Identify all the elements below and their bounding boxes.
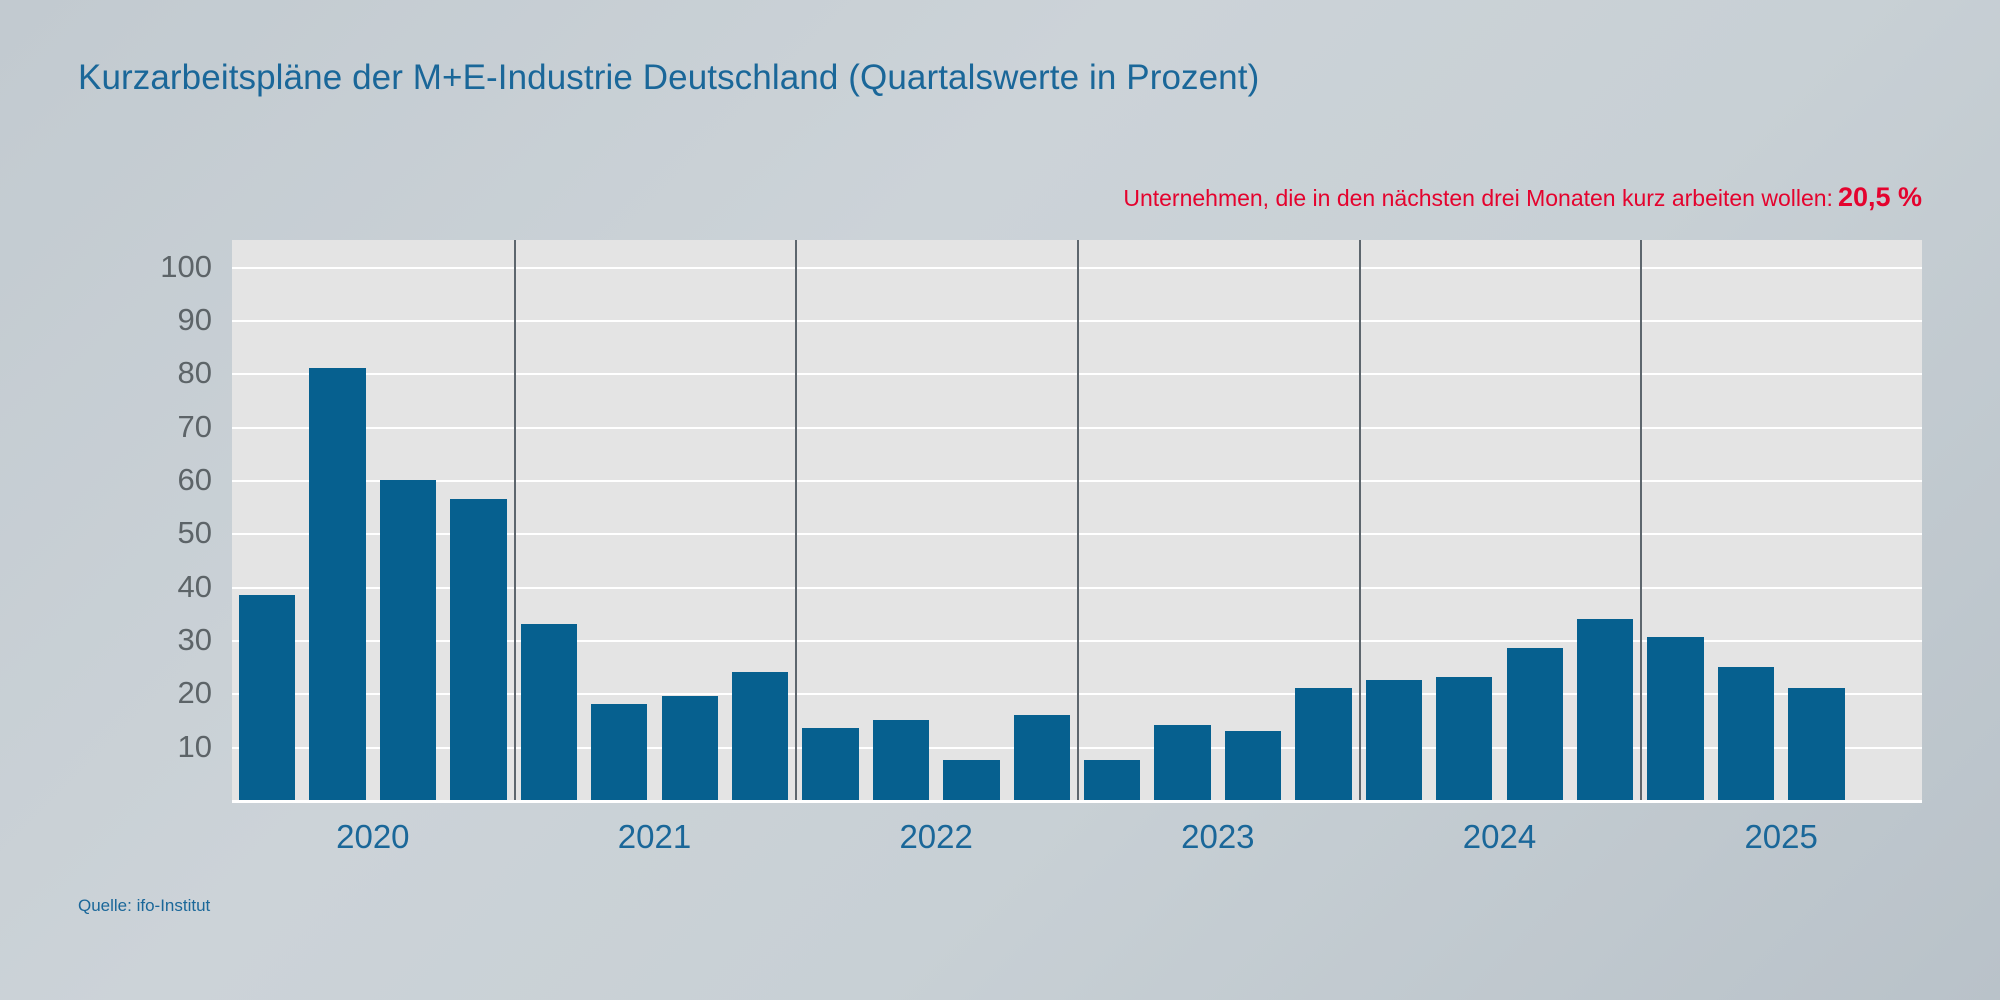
bar <box>239 594 296 800</box>
bar <box>661 696 718 800</box>
y-axis-tick-label: 30 <box>177 622 212 657</box>
bar <box>591 704 648 800</box>
bar <box>1013 714 1070 800</box>
page-title: Kurzarbeitspläne der M+E-Industrie Deuts… <box>78 58 1260 97</box>
bar <box>872 720 930 800</box>
year-separator <box>513 240 516 800</box>
year-separator <box>1640 240 1643 800</box>
bar <box>1788 688 1845 800</box>
x-axis-year-label: 2023 <box>1181 818 1255 855</box>
y-axis-tick-label: 100 <box>160 248 212 284</box>
bar <box>520 624 578 800</box>
y-axis-tick-label: 80 <box>177 355 212 391</box>
year-separator <box>1358 240 1361 800</box>
bar <box>379 480 437 800</box>
annotation-callout: Unternehmen, die in den nächsten drei Mo… <box>1123 182 1922 213</box>
y-axis-tick-label: 60 <box>177 462 212 497</box>
y-axis-tick-label: 90 <box>177 302 212 337</box>
year-separator <box>795 240 798 800</box>
y-axis: 10 20 30 40 50 60 70 80 90 100 <box>100 240 212 800</box>
bar <box>1717 666 1775 800</box>
axis-baseline <box>232 800 1922 803</box>
bar <box>802 728 859 800</box>
x-axis-year-label: 2021 <box>617 818 692 855</box>
y-axis-tick-label: 70 <box>177 408 212 444</box>
bar <box>1295 688 1352 800</box>
y-axis-tick-label: 20 <box>177 675 212 711</box>
bar <box>1224 730 1282 800</box>
x-axis-year-label: 2022 <box>899 818 973 855</box>
y-axis-tick-label: 50 <box>177 515 212 551</box>
annotation-text: Unternehmen, die in den nächsten drei Mo… <box>1123 185 1833 211</box>
bar <box>943 760 1000 800</box>
bar <box>1506 648 1563 800</box>
annotation-value: 20,5 % <box>1837 182 1922 212</box>
plot-area <box>232 240 1922 800</box>
bar <box>1154 725 1211 800</box>
y-axis-tick-label: 10 <box>177 728 212 764</box>
x-axis-year-label: 2020 <box>336 818 410 855</box>
bar <box>309 368 366 800</box>
bar <box>1647 637 1704 800</box>
bar <box>1365 680 1423 800</box>
x-axis-year-label: 2025 <box>1744 818 1818 855</box>
x-axis-year-label: 2024 <box>1462 818 1537 855</box>
bar <box>450 498 507 800</box>
bar <box>1084 760 1141 800</box>
bar <box>731 672 789 800</box>
bar <box>1436 677 1493 800</box>
bar <box>1576 618 1634 800</box>
y-axis-tick-label: 40 <box>177 568 212 604</box>
year-separator <box>1077 240 1079 800</box>
source-note: Quelle: ifo-Institut <box>78 896 211 915</box>
